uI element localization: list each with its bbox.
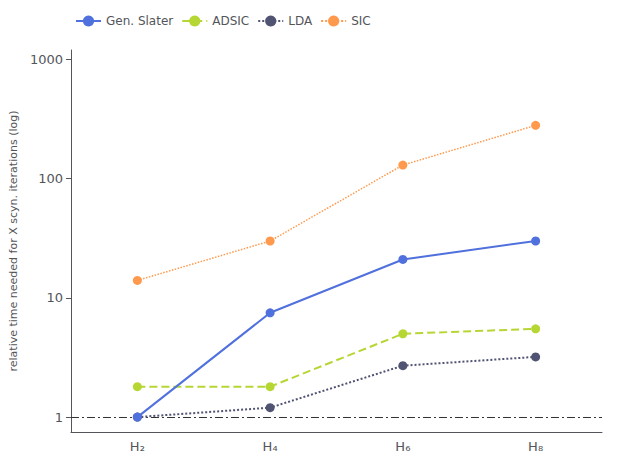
svg-text:1000: 1000 bbox=[30, 52, 63, 67]
svg-text:10: 10 bbox=[46, 290, 63, 305]
svg-text:SIC: SIC bbox=[351, 14, 371, 28]
svg-text:LDA: LDA bbox=[288, 14, 313, 28]
svg-text:H₈: H₈ bbox=[528, 439, 543, 454]
svg-text:H₆: H₆ bbox=[395, 439, 410, 454]
svg-text:H₂: H₂ bbox=[130, 439, 145, 454]
svg-text:ADSIC: ADSIC bbox=[212, 14, 249, 28]
svg-text:100: 100 bbox=[38, 171, 63, 186]
svg-text:relative time needed for X scy: relative time needed for X scyn. iterati… bbox=[7, 110, 20, 371]
svg-text:H₄: H₄ bbox=[263, 439, 278, 454]
svg-text:Gen. Slater: Gen. Slater bbox=[106, 14, 173, 28]
svg-text:1: 1 bbox=[55, 410, 63, 425]
